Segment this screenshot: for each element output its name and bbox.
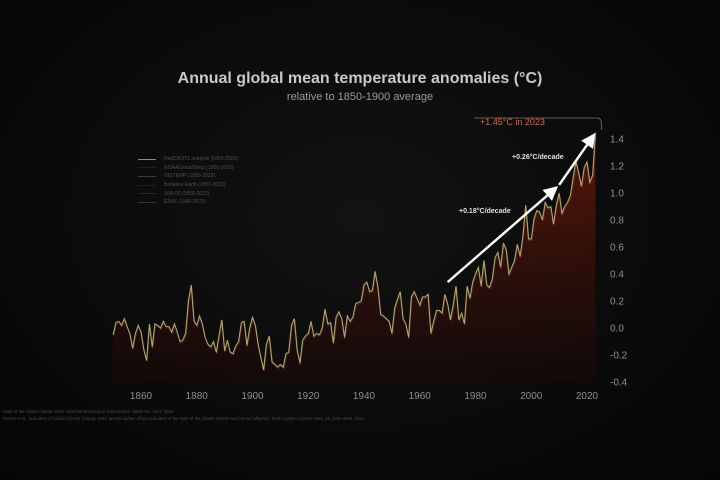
footer-source: Forster et al.: Indicators of Global Cli… xyxy=(3,416,364,421)
legend-swatch xyxy=(138,201,156,203)
legend-label: ERA5 (1940-2023) xyxy=(164,199,206,206)
footer-sources: State of the Global Climate 2023. World … xyxy=(3,408,364,422)
legend-label: HadCRUT5 analysis (1850-2023) xyxy=(164,156,238,163)
y-tick-label: 0.6 xyxy=(610,243,624,254)
y-tick-label: -0.4 xyxy=(610,378,628,389)
legend-label: GISTEMP (1880-2023) xyxy=(164,173,216,180)
legend-item: Berkeley Earth (1850-2023) xyxy=(138,181,238,190)
legend-item: JRA-55 (1958-2023) xyxy=(138,189,238,198)
chart-title: Annual global mean temperature anomalies… xyxy=(177,70,543,87)
y-tick-label: 1.4 xyxy=(610,135,624,146)
legend-label: JRA-55 (1958-2023) xyxy=(164,190,210,197)
legend-swatch xyxy=(138,167,156,169)
series-fill-area xyxy=(113,132,596,382)
legend-item: NOAAGlobalTemp (1850-2023) xyxy=(138,164,238,173)
x-tick-label: 1900 xyxy=(241,391,264,402)
y-tick-label: 0.4 xyxy=(610,270,624,281)
legend-label: Berkeley Earth (1850-2023) xyxy=(164,182,226,189)
series-line-hadcrut5 xyxy=(112,132,596,371)
legend-item: HadCRUT5 analysis (1850-2023) xyxy=(138,155,238,164)
x-tick-label: 1920 xyxy=(297,391,320,402)
x-tick-label: 1980 xyxy=(464,391,487,402)
x-tick-label: 2000 xyxy=(520,391,543,402)
legend-item: ERA5 (1940-2023) xyxy=(138,198,238,207)
legend-swatch xyxy=(138,184,156,186)
trend-arrow-1 xyxy=(446,186,559,284)
annotation-trend-2: +0.26°C/decade xyxy=(512,153,564,161)
y-tick-label: 0.8 xyxy=(610,216,624,227)
legend: HadCRUT5 analysis (1850-2023) NOAAGlobal… xyxy=(138,155,238,207)
x-tick-label: 1880 xyxy=(186,391,209,402)
annotation-trend-1: +0.18°C/decade xyxy=(459,207,511,215)
legend-swatch xyxy=(138,193,156,195)
legend-swatch xyxy=(138,158,156,160)
y-tick-label: 0.0 xyxy=(610,324,624,335)
legend-item: GISTEMP (1880-2023) xyxy=(138,172,238,181)
annotation-bracket xyxy=(474,117,602,130)
legend-swatch xyxy=(138,175,156,177)
annotation-2023-peak: +1.45°C in 2023 xyxy=(480,117,545,127)
x-tick-label: 2020 xyxy=(576,391,599,402)
y-tick-label: 1.0 xyxy=(610,189,624,200)
chart-subtitle: relative to 1850-1900 average xyxy=(286,91,434,103)
x-tick-label: 1960 xyxy=(409,391,432,402)
y-tick-label: 1.2 xyxy=(610,162,624,173)
footer-source: State of the Global Climate 2023. World … xyxy=(3,409,174,414)
y-tick-label: -0.2 xyxy=(610,351,628,362)
x-tick-label: 1860 xyxy=(130,391,153,402)
legend-label: NOAAGlobalTemp (1850-2023) xyxy=(164,164,234,171)
x-tick-label: 1940 xyxy=(353,391,376,402)
y-tick-label: 0.2 xyxy=(610,297,624,308)
trend-arrow-2 xyxy=(558,132,596,186)
